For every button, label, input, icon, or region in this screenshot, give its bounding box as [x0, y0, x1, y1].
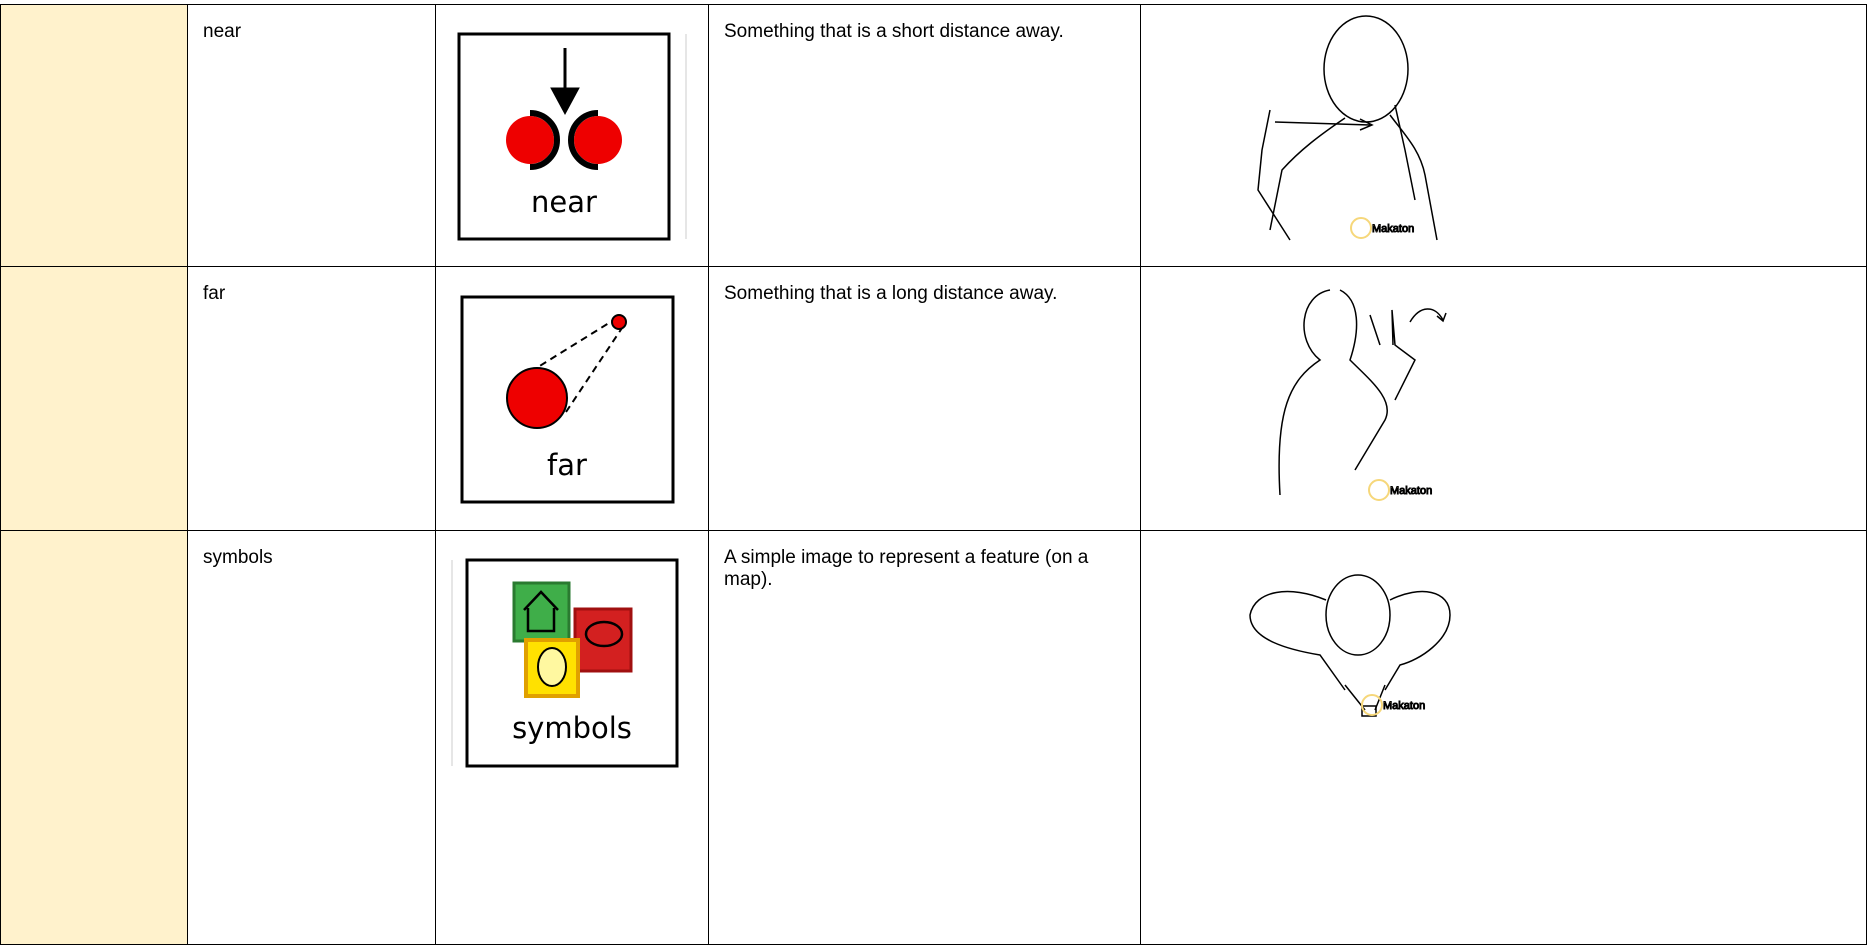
- cell: [0, 266, 188, 531]
- sign-symbols: [1249, 574, 1451, 717]
- definition: Something that is a short distance away.: [724, 21, 1064, 42]
- cell: [0, 530, 188, 945]
- symbol-near: near: [457, 32, 687, 241]
- definition: Something that is a long distance away.: [724, 283, 1058, 304]
- word: near: [203, 21, 242, 42]
- cell: [0, 4, 188, 267]
- watermark: Makaton: [1383, 700, 1425, 712]
- word: symbols: [203, 547, 273, 568]
- watermark: Makaton: [1372, 223, 1414, 235]
- symbol-far: far: [460, 295, 675, 504]
- cell: A simple image to represent a feature (o…: [708, 530, 1141, 945]
- symbol-symbols: symbols: [451, 558, 679, 768]
- word: far: [203, 283, 226, 304]
- definition: A simple image to represent a feature (o…: [724, 547, 1089, 590]
- sign-far: [1278, 289, 1447, 496]
- symbol-label: far: [547, 448, 587, 482]
- symbol-label: near: [531, 185, 597, 219]
- sign-near: [1257, 15, 1438, 241]
- watermark: Makaton: [1390, 485, 1432, 497]
- symbol-label: symbols: [512, 711, 632, 745]
